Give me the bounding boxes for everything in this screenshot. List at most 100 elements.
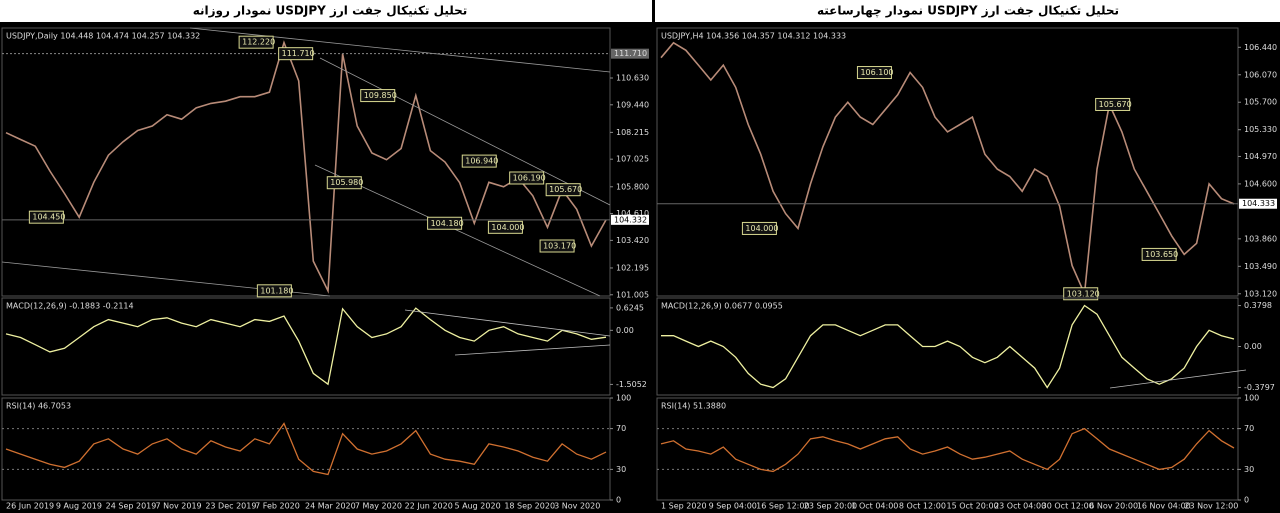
annotation-label: 103.120 <box>1067 289 1100 298</box>
price-line <box>5 40 607 294</box>
x-tick-label: 15 Oct 20:00 <box>947 502 999 511</box>
annotation-box <box>28 210 64 224</box>
price-tag <box>1239 198 1277 209</box>
x-tick-label: 30 Oct 12:00 <box>1042 502 1094 511</box>
x-tick-label: 1 Sep 2020 <box>661 502 707 511</box>
y-tick-label: 30 <box>616 465 626 474</box>
x-tick-label: 26 Jun 2019 <box>6 502 54 511</box>
title: تحلیل تکنیکال جفت ارز USDJPY نمودار روزا… <box>193 4 468 19</box>
y-tick-label: 100 <box>616 394 631 403</box>
y-tick-label: 103.490 <box>1244 262 1277 271</box>
x-tick-label: 18 Sep 2020 <box>504 502 555 511</box>
panel-header: MACD(12,26,9) -0.1883 -0.2114 <box>6 302 134 311</box>
title-bar <box>0 0 652 22</box>
annotation-box <box>509 171 545 185</box>
x-tick-label: 16 Sep 12:00 <box>756 502 809 511</box>
rsi-line <box>660 427 1235 473</box>
x-tick-label: 24 Mar 2020 <box>305 502 356 511</box>
annotation-label: 104.000 <box>491 223 524 232</box>
panel-header: RSI(14) 51.3880 <box>661 402 726 411</box>
annotation-label: 111.710 <box>282 49 315 58</box>
x-tick-label: 7 Nov 2019 <box>156 502 202 511</box>
annotation-box <box>461 154 497 168</box>
annotation-label: 101.180 <box>260 286 293 295</box>
x-tick-label: 8 Oct 12:00 <box>899 502 946 511</box>
annotation-label: 112.220 <box>242 38 275 47</box>
title-bar <box>655 0 1280 22</box>
annotation-label: 106.190 <box>513 173 546 182</box>
panel <box>656 27 1239 297</box>
annotation-box <box>1095 97 1131 111</box>
y-tick-label: -0.3797 <box>1244 383 1275 392</box>
y-tick-label: 101.005 <box>616 290 649 299</box>
annotation-box <box>326 176 362 190</box>
panel-header: MACD(12,26,9) 0.0677 0.0955 <box>661 302 783 311</box>
annotation-box <box>427 216 463 230</box>
panel-header: USDJPY,H4 104.356 104.357 104.312 104.33… <box>661 32 846 41</box>
y-tick-label: 30 <box>1244 465 1254 474</box>
rsi-line <box>5 422 607 476</box>
y-tick-label: 103.120 <box>1244 289 1277 298</box>
annotation-box <box>238 35 274 49</box>
price-tag <box>611 48 649 59</box>
price-tag-label: 104.333 <box>1242 199 1275 208</box>
annotation-label: 104.180 <box>431 219 464 228</box>
annotation-box <box>1141 247 1177 261</box>
x-tick-label: 24 Sep 2019 <box>106 502 157 511</box>
macd-line <box>661 304 1235 389</box>
y-tick-label: 0 <box>1244 496 1249 505</box>
x-tick-label: 23 Sep 20:00 <box>804 502 857 511</box>
x-tick-label: 23 Dec 2019 <box>205 502 256 511</box>
x-tick-label: 5 Aug 2020 <box>455 502 501 511</box>
annotation-box <box>278 47 314 61</box>
x-tick-label: 9 Sep 04:00 <box>709 502 757 511</box>
y-tick-label: 110.630 <box>616 73 649 82</box>
y-tick-label: 108.215 <box>616 128 649 137</box>
annotation-label: 104.450 <box>32 213 65 222</box>
price-line <box>660 41 1235 297</box>
y-tick-label: 105.330 <box>1244 125 1277 134</box>
panel <box>1 297 611 396</box>
price-tag-label: 111.710 <box>614 49 647 58</box>
annotation-box <box>487 220 523 234</box>
y-tick-label: 0 <box>616 496 621 505</box>
y-tick-label: 70 <box>616 424 626 433</box>
y-tick-label: 102.195 <box>616 263 649 272</box>
y-tick-label: 0.3798 <box>1244 301 1272 310</box>
title: تحلیل تکنیکال جفت ارز USDJPY نمودار چهار… <box>817 4 1119 19</box>
trend-line <box>319 57 611 206</box>
x-tick-label: 22 Jun 2020 <box>405 502 453 511</box>
x-tick-label: 7 May 2020 <box>355 502 402 511</box>
panel-header: RSI(14) 46.7053 <box>6 402 71 411</box>
annotation-box <box>545 183 581 197</box>
trend-line <box>1109 369 1247 389</box>
y-tick-label: 70 <box>1244 424 1254 433</box>
y-tick-label: -1.5052 <box>616 380 647 389</box>
panel-header: USDJPY,Daily 104.448 104.474 104.257 104… <box>6 32 200 41</box>
annotation-box <box>741 221 777 235</box>
panel <box>1 27 611 297</box>
x-tick-label: 9 Aug 2019 <box>56 502 102 511</box>
y-tick-label: 109.440 <box>616 100 649 109</box>
annotation-label: 106.100 <box>860 68 893 77</box>
y-tick-label: 0.6245 <box>616 303 644 312</box>
trend-line <box>404 309 611 337</box>
annotation-label: 103.650 <box>1145 250 1178 259</box>
annotation-label: 105.980 <box>330 178 363 187</box>
price-tag <box>611 214 649 225</box>
price-tag-label: 104.332 <box>614 215 647 224</box>
annotation-label: 103.170 <box>543 242 576 251</box>
y-tick-label: 104.970 <box>1244 152 1277 161</box>
x-tick-label: 6 Nov 20:00 <box>1089 502 1138 511</box>
y-tick-label: 0.00 <box>1244 342 1262 351</box>
x-tick-label: 7 Feb 2020 <box>255 502 300 511</box>
x-tick-label: 23 Oct 04:00 <box>994 502 1046 511</box>
annotation-box <box>539 239 575 253</box>
annotation-label: 105.670 <box>1099 100 1132 109</box>
annotation-box <box>1063 287 1099 301</box>
y-tick-label: 100 <box>1244 394 1259 403</box>
x-tick-label: 3 Nov 2020 <box>554 502 600 511</box>
y-tick-label: 107.025 <box>616 155 649 164</box>
